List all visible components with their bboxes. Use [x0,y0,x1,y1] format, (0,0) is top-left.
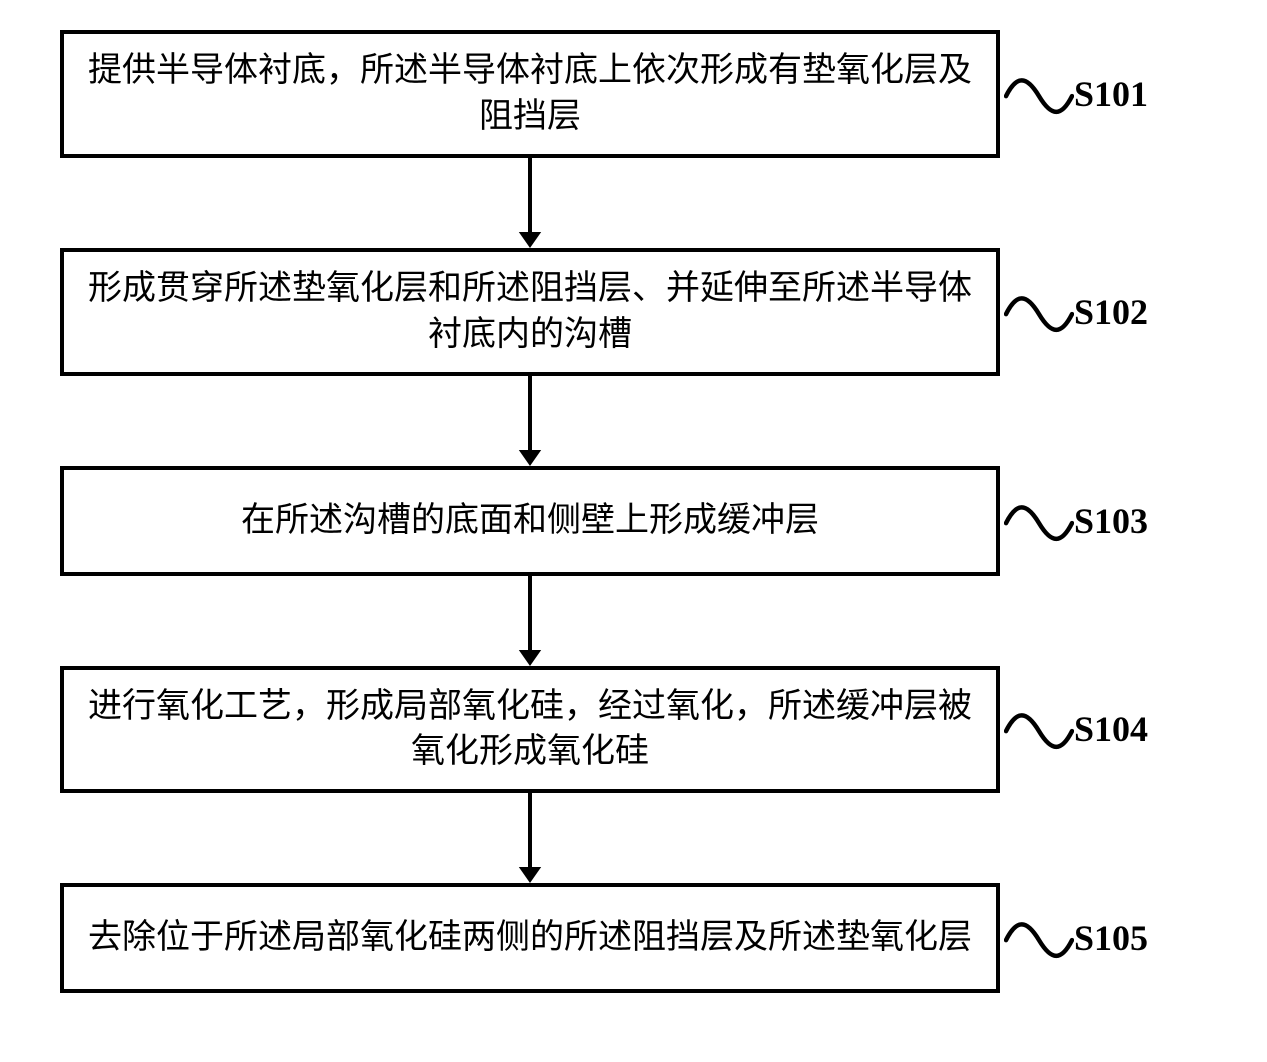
flow-step: 在所述沟槽的底面和侧壁上形成缓冲层 S103 [60,466,1200,576]
step-label-wrap: S102 [1004,291,1148,333]
step-label-wrap: S103 [1004,500,1148,542]
step-label-wrap: S101 [1004,73,1148,115]
flow-step: 进行氧化工艺，形成局部氧化硅，经过氧化，所述缓冲层被氧化形成氧化硅 S104 [60,666,1200,794]
flow-connector [60,158,1000,248]
step-box: 进行氧化工艺，形成局部氧化硅，经过氧化，所述缓冲层被氧化形成氧化硅 [60,666,1000,794]
step-id-label: S105 [1074,917,1148,959]
flow-connector [60,576,1000,666]
step-box: 在所述沟槽的底面和侧壁上形成缓冲层 [60,466,1000,576]
step-box: 形成贯穿所述垫氧化层和所述阻挡层、并延伸至所述半导体衬底内的沟槽 [60,248,1000,376]
step-id-label: S101 [1074,73,1148,115]
step-id-label: S104 [1074,708,1148,750]
step-id-label: S103 [1074,500,1148,542]
step-label-wrap: S105 [1004,917,1148,959]
flow-step: 提供半导体衬底，所述半导体衬底上依次形成有垫氧化层及阻挡层 S101 [60,30,1200,158]
step-id-label: S102 [1074,291,1148,333]
flow-step: 形成贯穿所述垫氧化层和所述阻挡层、并延伸至所述半导体衬底内的沟槽 S102 [60,248,1200,376]
flow-connector [60,793,1000,883]
step-label-wrap: S104 [1004,708,1148,750]
process-flowchart: 提供半导体衬底，所述半导体衬底上依次形成有垫氧化层及阻挡层 S101 形成贯穿所述垫… [60,30,1200,993]
flow-step: 去除位于所述局部氧化硅两侧的所述阻挡层及所述垫氧化层 S105 [60,883,1200,993]
step-box: 去除位于所述局部氧化硅两侧的所述阻挡层及所述垫氧化层 [60,883,1000,993]
flow-connector [60,376,1000,466]
step-box: 提供半导体衬底，所述半导体衬底上依次形成有垫氧化层及阻挡层 [60,30,1000,158]
